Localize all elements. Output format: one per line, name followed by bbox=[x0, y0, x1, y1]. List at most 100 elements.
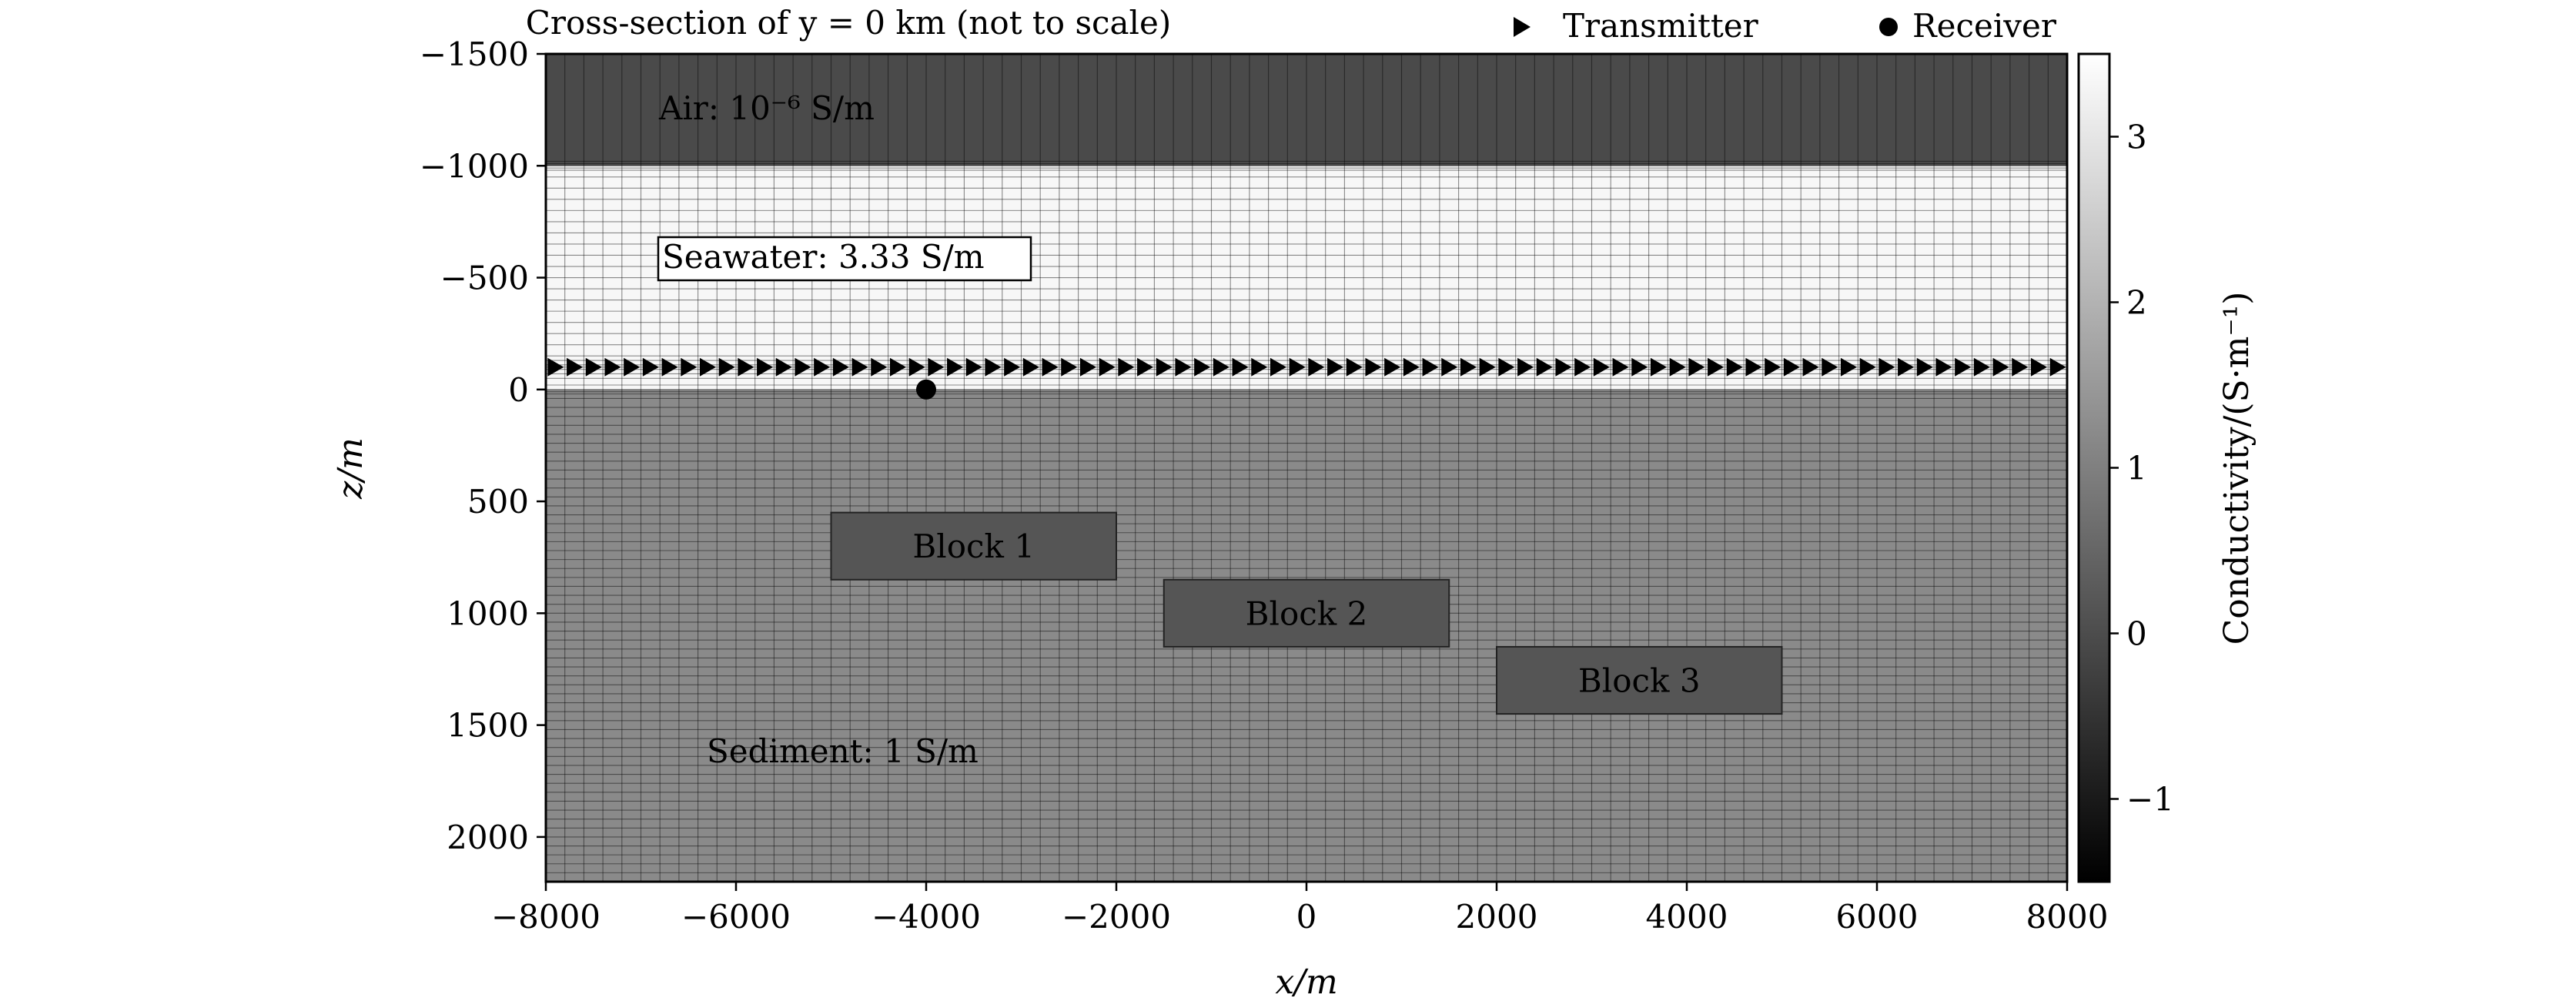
receiver-marker bbox=[916, 379, 936, 400]
transmitter-marker bbox=[718, 357, 735, 377]
transmitter-marker bbox=[1137, 357, 1154, 377]
plot-area bbox=[546, 54, 2067, 882]
transmitter-marker bbox=[2012, 357, 2029, 377]
transmitter-marker bbox=[871, 357, 888, 377]
transmitter-marker bbox=[1441, 357, 1458, 377]
transmitter-marker bbox=[1042, 357, 1059, 377]
transmitter-marker bbox=[1688, 357, 1705, 377]
transmitter-marker bbox=[681, 357, 698, 377]
transmitter-marker bbox=[604, 357, 621, 377]
transmitter-marker bbox=[832, 357, 849, 377]
transmitter-marker bbox=[547, 357, 564, 377]
transmitter-marker bbox=[1061, 357, 1078, 377]
transmitter-marker bbox=[851, 357, 868, 377]
transmitter-marker bbox=[585, 357, 602, 377]
transmitter-marker bbox=[1898, 357, 1915, 377]
chart-title: Cross-section of y = 0 km (not to scale) bbox=[526, 4, 1171, 42]
transmitter-marker bbox=[1346, 357, 1363, 377]
layer-air bbox=[546, 54, 2067, 166]
transmitter-marker bbox=[965, 357, 982, 377]
legend-receiver-label: Receiver bbox=[1912, 7, 2057, 45]
colorbar-gradient bbox=[2077, 52, 2111, 883]
y-tick-label: 0 bbox=[508, 371, 529, 409]
transmitter-marker bbox=[1327, 357, 1344, 377]
transmitter-marker bbox=[928, 357, 945, 377]
legend: Transmitter Receiver bbox=[1514, 7, 2057, 45]
transmitter-marker bbox=[2030, 357, 2047, 377]
transmitter-marker bbox=[661, 357, 678, 377]
transmitter-marker bbox=[1194, 357, 1211, 377]
transmitter-marker bbox=[2049, 357, 2066, 377]
transmitter-marker bbox=[1118, 357, 1135, 377]
transmitter-marker bbox=[642, 357, 659, 377]
x-tick-label: 6000 bbox=[1836, 898, 1919, 936]
y-tick-label: 500 bbox=[467, 483, 529, 521]
transmitter-marker bbox=[1955, 357, 1972, 377]
colorbar-tick-label: 1 bbox=[2126, 450, 2147, 487]
y-tick-label: −1000 bbox=[420, 147, 529, 185]
transmitter-marker bbox=[757, 357, 774, 377]
transmitter-marker bbox=[814, 357, 831, 377]
transmitter-marker bbox=[1517, 357, 1534, 377]
transmitter-marker bbox=[1365, 357, 1382, 377]
transmitter-marker bbox=[1878, 357, 1895, 377]
legend-transmitter-label: Transmitter bbox=[1563, 7, 1759, 45]
x-tick-label: −4000 bbox=[871, 898, 981, 936]
transmitter-marker bbox=[1593, 357, 1610, 377]
transmitter-marker bbox=[1079, 357, 1096, 377]
transmitter-marker bbox=[1765, 357, 1781, 377]
colorbar: −1 0 1 2 3 Conductivity/(S·m⁻¹) bbox=[2077, 52, 2257, 883]
colorbar-label: Conductivity/(S·m⁻¹) bbox=[2217, 292, 2257, 645]
transmitter-marker bbox=[1669, 357, 1686, 377]
x-tick-label: 0 bbox=[1296, 898, 1317, 936]
transmitter-marker bbox=[1859, 357, 1876, 377]
transmitter-marker bbox=[985, 357, 1002, 377]
transmitter-marker bbox=[1384, 357, 1401, 377]
seawater-label-box bbox=[657, 236, 1032, 282]
transmitter-marker bbox=[1289, 357, 1306, 377]
transmitter-marker bbox=[1232, 357, 1249, 377]
transmitter-marker bbox=[1099, 357, 1116, 377]
transmitter-marker bbox=[738, 357, 754, 377]
transmitter-marker bbox=[889, 357, 906, 377]
transmitter-marker bbox=[795, 357, 811, 377]
transmitter-marker bbox=[699, 357, 716, 377]
transmitter-marker bbox=[1004, 357, 1021, 377]
block-3 bbox=[1496, 645, 1783, 715]
legend-receiver-marker bbox=[1879, 18, 1898, 36]
y-tick-label: −1500 bbox=[420, 35, 529, 73]
x-tick-label: −8000 bbox=[491, 898, 601, 936]
transmitter-marker bbox=[1574, 357, 1591, 377]
transmitter-marker bbox=[1631, 357, 1648, 377]
block-label-3: Block 3 bbox=[1578, 662, 1701, 700]
transmitter-marker bbox=[1251, 357, 1268, 377]
transmitter-marker bbox=[1935, 357, 1952, 377]
transmitter-marker bbox=[1460, 357, 1477, 377]
x-tick-label: 4000 bbox=[1646, 898, 1728, 936]
sediment-label: Sediment: 1 S/m bbox=[707, 732, 979, 770]
transmitter-marker bbox=[1403, 357, 1420, 377]
transmitter-marker bbox=[1270, 357, 1286, 377]
transmitter-marker bbox=[1726, 357, 1743, 377]
colorbar-tick-label: 3 bbox=[2126, 119, 2147, 156]
transmitter-marker bbox=[908, 357, 925, 377]
transmitter-marker bbox=[1422, 357, 1439, 377]
transmitter-marker bbox=[1973, 357, 1990, 377]
transmitter-marker bbox=[1840, 357, 1857, 377]
transmitter-marker bbox=[1822, 357, 1838, 377]
colorbar-tick-label: 2 bbox=[2126, 284, 2147, 322]
transmitter-marker bbox=[1536, 357, 1553, 377]
x-tick-label: −2000 bbox=[1062, 898, 1171, 936]
transmitter-marker bbox=[1479, 357, 1496, 377]
transmitter-marker bbox=[947, 357, 964, 377]
y-tick-label: 1000 bbox=[447, 594, 529, 632]
x-tick-label: 8000 bbox=[2026, 898, 2109, 936]
transmitter-marker bbox=[1650, 357, 1667, 377]
transmitter-marker bbox=[1802, 357, 1819, 377]
transmitter-marker bbox=[1156, 357, 1173, 377]
y-tick-label: 2000 bbox=[447, 819, 529, 856]
legend-transmitter-marker bbox=[1514, 17, 1531, 37]
transmitter-marker bbox=[1555, 357, 1572, 377]
block-2 bbox=[1163, 578, 1450, 648]
